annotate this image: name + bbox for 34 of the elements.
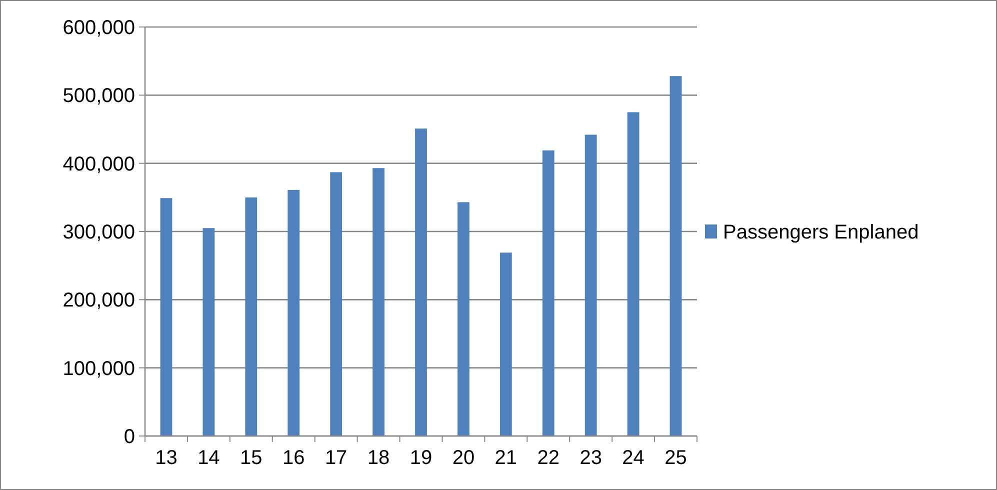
bar <box>584 134 597 436</box>
bar <box>330 172 342 436</box>
bar <box>372 168 384 436</box>
y-tick-label: 600,000 <box>62 17 135 39</box>
bar <box>627 112 640 436</box>
bar <box>245 197 258 436</box>
x-tick-label: 15 <box>240 447 262 469</box>
bar <box>542 150 554 436</box>
bar <box>288 190 300 436</box>
x-tick-label: 17 <box>324 447 348 469</box>
x-tick-label: 19 <box>410 447 432 469</box>
x-tick-label: 24 <box>622 447 644 469</box>
x-tick-label: 21 <box>494 447 518 469</box>
legend-label: Passengers Enplaned <box>723 222 919 244</box>
x-tick-label: 23 <box>580 447 602 469</box>
x-tick-label: 14 <box>198 447 220 469</box>
y-tick-label: 0 <box>124 426 135 448</box>
x-tick-label: 13 <box>155 447 178 469</box>
y-tick-label: 400,000 <box>62 153 135 176</box>
y-tick-label: 500,000 <box>62 85 135 108</box>
x-tick-label: 18 <box>367 447 390 469</box>
x-tick-label: 22 <box>537 447 560 469</box>
bar <box>160 198 172 436</box>
x-tick-label: 20 <box>452 447 475 469</box>
bar <box>202 228 215 436</box>
x-tick-label: 25 <box>664 447 687 469</box>
y-tick-label: 300,000 <box>62 222 135 244</box>
bar <box>500 252 512 436</box>
bar <box>458 202 470 436</box>
y-tick-label: 100,000 <box>62 358 135 380</box>
y-tick-label: 200,000 <box>62 290 135 312</box>
bar <box>670 76 682 436</box>
bar <box>415 128 427 436</box>
x-tick-label: 16 <box>282 447 305 469</box>
